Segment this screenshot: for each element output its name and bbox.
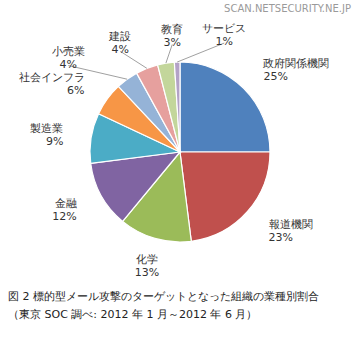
annotation: SCAN.NETSECURITY.NE.JP — [224, 3, 351, 14]
value-label: 23% — [269, 231, 293, 244]
category-label: 金融 — [55, 197, 77, 210]
value-label: 1% — [216, 35, 233, 48]
value-label: 25% — [263, 70, 287, 83]
chart-svg: SCAN.NETSECURITY.NE.JP 政府関係機関25% 報道機関23% 化学… — [0, 0, 357, 339]
pie-slice — [180, 62, 270, 152]
value-label: 12% — [52, 210, 76, 223]
value-label: 6% — [67, 84, 84, 97]
slices — [90, 62, 270, 242]
pie-slice — [180, 152, 270, 241]
category-label: 化学 — [136, 253, 158, 266]
category-label: 小売業 — [52, 45, 85, 58]
pie-slice — [158, 62, 180, 152]
chart-container: SCAN.NETSECURITY.NE.JP 政府関係機関25% 報道機関23% 化学… — [0, 0, 357, 339]
chart-title: 図 2 標的型メール攻撃のターゲットとなった組織の業種別割合 — [8, 290, 319, 303]
category-label: 社会インフラ — [19, 71, 85, 84]
data-labels: 政府関係機関25% 報道機関23% 化学13% 金融12% 製造業9% 社会インフラ6% 小… — [19, 22, 330, 279]
category-label: 教育 — [161, 23, 183, 36]
chart-subtitle: （東京 SOC 調べ: 2012 年 1 月～2012 年 6 月） — [8, 308, 257, 321]
leader-line — [68, 66, 127, 80]
pie-slice — [174, 62, 180, 152]
category-label: 政府関係機関 — [263, 57, 329, 70]
category-label: 報道機関 — [269, 218, 313, 231]
value-label: 4% — [112, 43, 129, 56]
pie-slice — [91, 152, 180, 221]
value-label: 3% — [164, 36, 181, 49]
background — [0, 0, 357, 339]
value-label: 13% — [135, 266, 159, 279]
category-label: 製造業 — [30, 122, 63, 135]
category-label: 建設 — [108, 30, 131, 43]
category-label: サービス — [202, 22, 246, 35]
value-label: 4% — [60, 58, 77, 71]
value-label: 9% — [46, 135, 63, 148]
